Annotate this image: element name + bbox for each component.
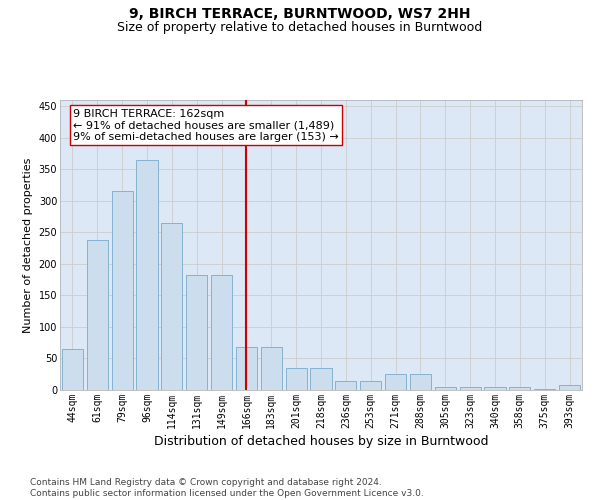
Bar [136,160,158,390]
Bar [87,240,108,390]
Text: Contains HM Land Registry data © Crown copyright and database right 2024.
Contai: Contains HM Land Registry data © Crown c… [30,478,424,498]
Bar [534,388,555,390]
Bar [360,380,381,390]
Y-axis label: Number of detached properties: Number of detached properties [23,158,33,332]
Bar [236,347,257,390]
Bar [410,374,431,390]
Bar [435,387,456,390]
Bar [310,368,332,390]
Bar [261,347,282,390]
Text: Size of property relative to detached houses in Burntwood: Size of property relative to detached ho… [118,21,482,34]
Bar [211,274,232,390]
Text: Distribution of detached houses by size in Burntwood: Distribution of detached houses by size … [154,435,488,448]
Bar [161,223,182,390]
Text: 9, BIRCH TERRACE, BURNTWOOD, WS7 2HH: 9, BIRCH TERRACE, BURNTWOOD, WS7 2HH [129,8,471,22]
Bar [335,380,356,390]
Bar [509,387,530,390]
Bar [62,349,83,390]
Bar [460,387,481,390]
Bar [286,368,307,390]
Bar [484,387,506,390]
Bar [186,274,207,390]
Bar [385,374,406,390]
Bar [559,385,580,390]
Text: 9 BIRCH TERRACE: 162sqm
← 91% of detached houses are smaller (1,489)
9% of semi-: 9 BIRCH TERRACE: 162sqm ← 91% of detache… [73,108,339,142]
Bar [112,192,133,390]
